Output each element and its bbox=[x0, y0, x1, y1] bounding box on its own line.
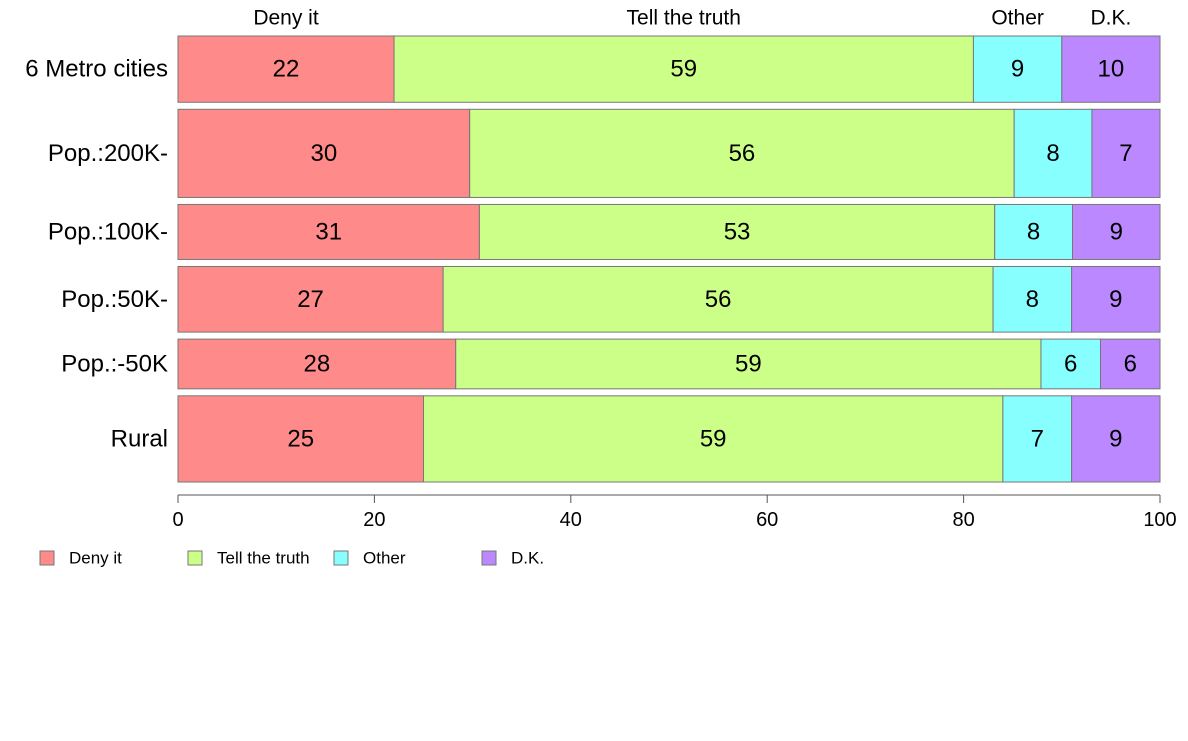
bar-pop-50k-tell-the-truth bbox=[442, 265, 994, 333]
value-label: 8 bbox=[1046, 140, 1059, 167]
value-label: 56 bbox=[705, 286, 732, 313]
bar-pop-50k-d-k bbox=[1099, 338, 1161, 390]
labels-layer: 22 59 9 10 6 Metro cities 30 56 8 7 Pop.:200K- 31 5… bbox=[25, 7, 1137, 453]
value-label: 56 bbox=[729, 140, 756, 167]
value-label: 30 bbox=[310, 140, 337, 167]
value-label: 53 bbox=[724, 218, 751, 245]
bar-pop-100k-deny-it bbox=[177, 203, 480, 260]
category-label: Pop.:200K- bbox=[48, 140, 168, 167]
bar-6-metro-cities-deny-it bbox=[177, 35, 395, 103]
legend-label-other: Other bbox=[363, 549, 406, 568]
value-label: 59 bbox=[735, 350, 762, 377]
bar-pop-100k-d-k bbox=[1071, 203, 1161, 260]
value-label: 25 bbox=[287, 425, 314, 452]
value-label: 59 bbox=[670, 56, 697, 83]
value-label: 31 bbox=[315, 218, 342, 245]
series-header-label: D.K. bbox=[1090, 7, 1131, 30]
value-label: 59 bbox=[700, 425, 727, 452]
bar-pop-50k-d-k bbox=[1071, 265, 1161, 333]
bar-pop-100k-tell-the-truth bbox=[478, 203, 996, 260]
category-label: Rural bbox=[111, 425, 168, 452]
series-header-label: Other bbox=[991, 7, 1044, 30]
bar-rural-d-k bbox=[1071, 395, 1161, 483]
bar-pop-50k-deny-it bbox=[177, 265, 444, 333]
x-tick-label: 80 bbox=[952, 509, 974, 531]
category-label: Pop.:50K- bbox=[61, 286, 168, 313]
value-label: 9 bbox=[1011, 56, 1024, 83]
category-label: Pop.:100K- bbox=[48, 218, 168, 245]
value-label: 6 bbox=[1124, 350, 1137, 377]
value-label: 7 bbox=[1119, 140, 1132, 167]
bar-rural-deny-it bbox=[177, 395, 424, 483]
x-tick-label: 60 bbox=[756, 509, 778, 531]
bar-6-metro-cities-tell-the-truth bbox=[393, 35, 974, 103]
value-label: 22 bbox=[273, 56, 300, 83]
legend-swatch-deny-it bbox=[39, 550, 55, 566]
bar-rural-other bbox=[1002, 395, 1073, 483]
value-label: 27 bbox=[297, 286, 324, 313]
bar-pop-200k-tell-the-truth bbox=[469, 108, 1015, 198]
value-label: 8 bbox=[1027, 218, 1040, 245]
category-label: Pop.:-50K bbox=[61, 350, 168, 377]
value-label: 8 bbox=[1026, 286, 1039, 313]
value-label: 7 bbox=[1031, 425, 1044, 452]
series-header-label: Tell the truth bbox=[627, 7, 741, 30]
bar-pop-50k-other bbox=[1040, 338, 1101, 390]
legend-label-tell-the-truth: Tell the truth bbox=[217, 549, 310, 568]
series-header-label: Deny it bbox=[253, 7, 319, 30]
value-label: 10 bbox=[1098, 56, 1125, 83]
bar-pop-200k-deny-it bbox=[177, 108, 471, 198]
bar-pop-200k-other bbox=[1013, 108, 1093, 198]
value-label: 9 bbox=[1110, 218, 1123, 245]
value-label: 9 bbox=[1109, 286, 1122, 313]
bar-6-metro-cities-other bbox=[972, 35, 1063, 103]
x-tick-label: 100 bbox=[1143, 509, 1176, 531]
x-tick-label: 0 bbox=[172, 509, 183, 531]
legend-swatch-other bbox=[333, 550, 349, 566]
legend-label-d-k: D.K. bbox=[511, 549, 544, 568]
legend: Deny it Tell the truth Other D.K. bbox=[39, 549, 544, 568]
value-label: 6 bbox=[1064, 350, 1077, 377]
legend-label-deny-it: Deny it bbox=[69, 549, 122, 568]
legend-swatch-tell-the-truth bbox=[187, 550, 203, 566]
legend-swatch-d-k bbox=[481, 550, 497, 566]
value-label: 9 bbox=[1109, 425, 1122, 452]
value-label: 28 bbox=[304, 350, 331, 377]
category-label: 6 Metro cities bbox=[25, 56, 168, 83]
bar-6-metro-cities-d-k bbox=[1061, 35, 1161, 103]
bars-layer bbox=[177, 35, 1161, 483]
bar-rural-tell-the-truth bbox=[423, 395, 1004, 483]
x-axis: 0 20 40 60 80 100 bbox=[172, 494, 1177, 531]
bar-pop-50k-deny-it bbox=[177, 338, 457, 390]
bar-pop-200k-d-k bbox=[1091, 108, 1161, 198]
x-tick-label: 40 bbox=[560, 509, 582, 531]
bar-pop-50k-tell-the-truth bbox=[455, 338, 1042, 390]
x-tick-label: 20 bbox=[363, 509, 385, 531]
